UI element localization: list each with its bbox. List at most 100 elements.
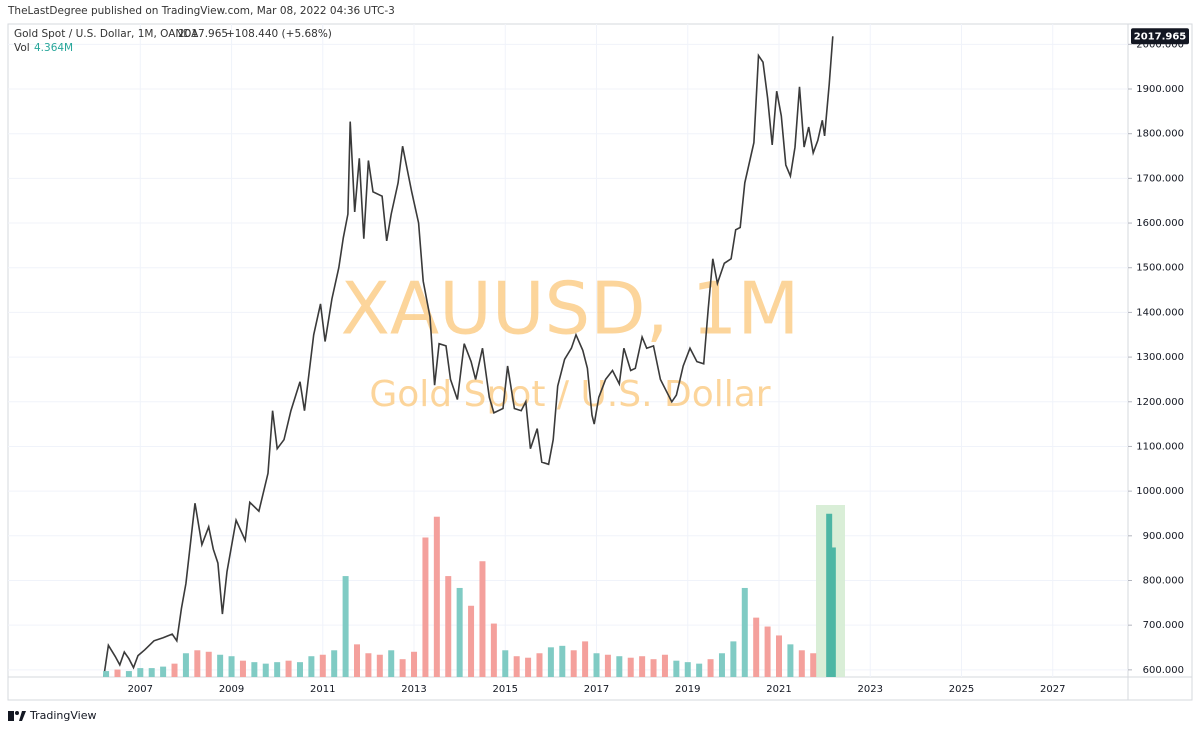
volume-bar xyxy=(547,647,554,677)
volume-bar xyxy=(490,623,497,677)
volume-bar xyxy=(826,513,833,677)
x-tick-label: 2011 xyxy=(310,684,335,695)
volume-bar xyxy=(274,662,281,677)
volume-bar xyxy=(331,650,338,677)
volume-bar xyxy=(502,650,509,677)
y-tick-label: 1400.000 xyxy=(1136,307,1184,318)
volume-bar xyxy=(262,663,269,677)
volume-bar xyxy=(445,576,452,677)
volume-bar xyxy=(285,660,292,677)
volume-bar xyxy=(125,671,132,677)
x-tick-label: 2023 xyxy=(858,684,883,695)
volume-bar xyxy=(730,641,737,677)
x-tick-label: 2009 xyxy=(219,684,244,695)
volume-bar xyxy=(194,650,201,677)
volume-bar xyxy=(718,653,725,677)
volume-bar xyxy=(308,656,315,677)
volume-bar xyxy=(422,537,429,677)
y-tick-label: 1200.000 xyxy=(1136,397,1184,408)
logo-part xyxy=(15,711,19,715)
vol-title: Vol xyxy=(14,42,30,54)
x-tick-label: 2015 xyxy=(493,684,518,695)
marks xyxy=(103,36,836,677)
volume-bar xyxy=(798,650,805,677)
y-tick-label: 2000.000 xyxy=(1136,39,1184,50)
volume-bar xyxy=(570,650,577,677)
published-line: TheLastDegree published on TradingView.c… xyxy=(7,5,395,17)
volume-bar xyxy=(559,645,566,677)
watermark: XAUUSD, 1M xyxy=(341,267,800,351)
volume-bar xyxy=(753,617,760,677)
volume-bar xyxy=(251,662,258,677)
volume-bar xyxy=(103,671,110,677)
last-price-label: 2017.965 xyxy=(1134,31,1187,42)
volume-bar xyxy=(388,650,395,677)
volume-bar xyxy=(673,660,680,677)
volume-bar xyxy=(171,663,178,677)
volume-bar xyxy=(376,654,383,677)
volume-bar xyxy=(684,662,691,677)
volume-bar xyxy=(411,651,418,677)
y-tick-label: 800.000 xyxy=(1143,575,1184,586)
volume-bar xyxy=(627,657,634,677)
volume-bar xyxy=(582,641,589,677)
y-tick-label: 1600.000 xyxy=(1136,218,1184,229)
price-line xyxy=(103,36,834,677)
volume-bar xyxy=(536,653,543,677)
y-tick-label: 1900.000 xyxy=(1136,84,1184,95)
vol-value: 4.364M xyxy=(34,42,73,54)
volume-bar xyxy=(604,654,611,677)
symbol: Gold Spot / U.S. Dollar, 1M, OANDA xyxy=(14,28,199,40)
volume-bar xyxy=(148,668,155,677)
volume-bar xyxy=(468,605,475,677)
y-tick-label: 1000.000 xyxy=(1136,486,1184,497)
volume-bar xyxy=(182,653,189,677)
volume-bar xyxy=(205,651,212,677)
logo-part xyxy=(19,711,26,721)
last-price-box xyxy=(1131,28,1189,45)
x-tick-label: 2017 xyxy=(584,684,609,695)
price: 2017.965 xyxy=(178,28,228,40)
volume-bar xyxy=(342,576,349,677)
volume-bar xyxy=(479,561,486,677)
volume-bar xyxy=(810,653,817,677)
footer-logo xyxy=(8,711,26,721)
frame xyxy=(7,23,1193,701)
volume-bar xyxy=(365,653,372,677)
y-tick-label: 1100.000 xyxy=(1136,441,1184,452)
volume-bar xyxy=(787,644,794,677)
volume-bar xyxy=(639,656,646,677)
volume-bar xyxy=(456,587,463,677)
volume-bar xyxy=(764,626,771,677)
x-tick-label: 2027 xyxy=(1040,684,1065,695)
volume-bar xyxy=(296,662,303,677)
volume-bar xyxy=(525,657,532,677)
y-tick-label: 1300.000 xyxy=(1136,352,1184,363)
volume-bar xyxy=(707,659,714,677)
volume-bar xyxy=(433,516,440,677)
watermark-subtitle: Gold Spot / U.S. Dollar xyxy=(369,374,770,415)
volume-bar xyxy=(829,547,836,677)
volume-bar xyxy=(661,654,668,677)
volume-bar xyxy=(593,653,600,677)
y-tick-label: 600.000 xyxy=(1143,665,1184,676)
volume-bar xyxy=(650,659,657,677)
x-tick-label: 2019 xyxy=(675,684,700,695)
logo-part xyxy=(8,711,14,721)
volume-bar xyxy=(513,656,520,677)
y-tick-label: 1800.000 xyxy=(1136,129,1184,140)
volume-bar xyxy=(217,654,224,677)
x-tick-label: 2013 xyxy=(401,684,426,695)
volume-bar xyxy=(137,668,144,677)
y-tick-label: 1500.000 xyxy=(1136,263,1184,274)
x-tick-label: 2025 xyxy=(949,684,974,695)
y-tick-label: 700.000 xyxy=(1143,620,1184,631)
volume-bar xyxy=(696,663,703,677)
y-tick-label: 900.000 xyxy=(1143,531,1184,542)
change: +108.440 (+5.68%) xyxy=(226,28,332,40)
volume-bar xyxy=(741,587,748,677)
y-tick-label: 1700.000 xyxy=(1136,173,1184,184)
volume-bar xyxy=(114,669,121,677)
